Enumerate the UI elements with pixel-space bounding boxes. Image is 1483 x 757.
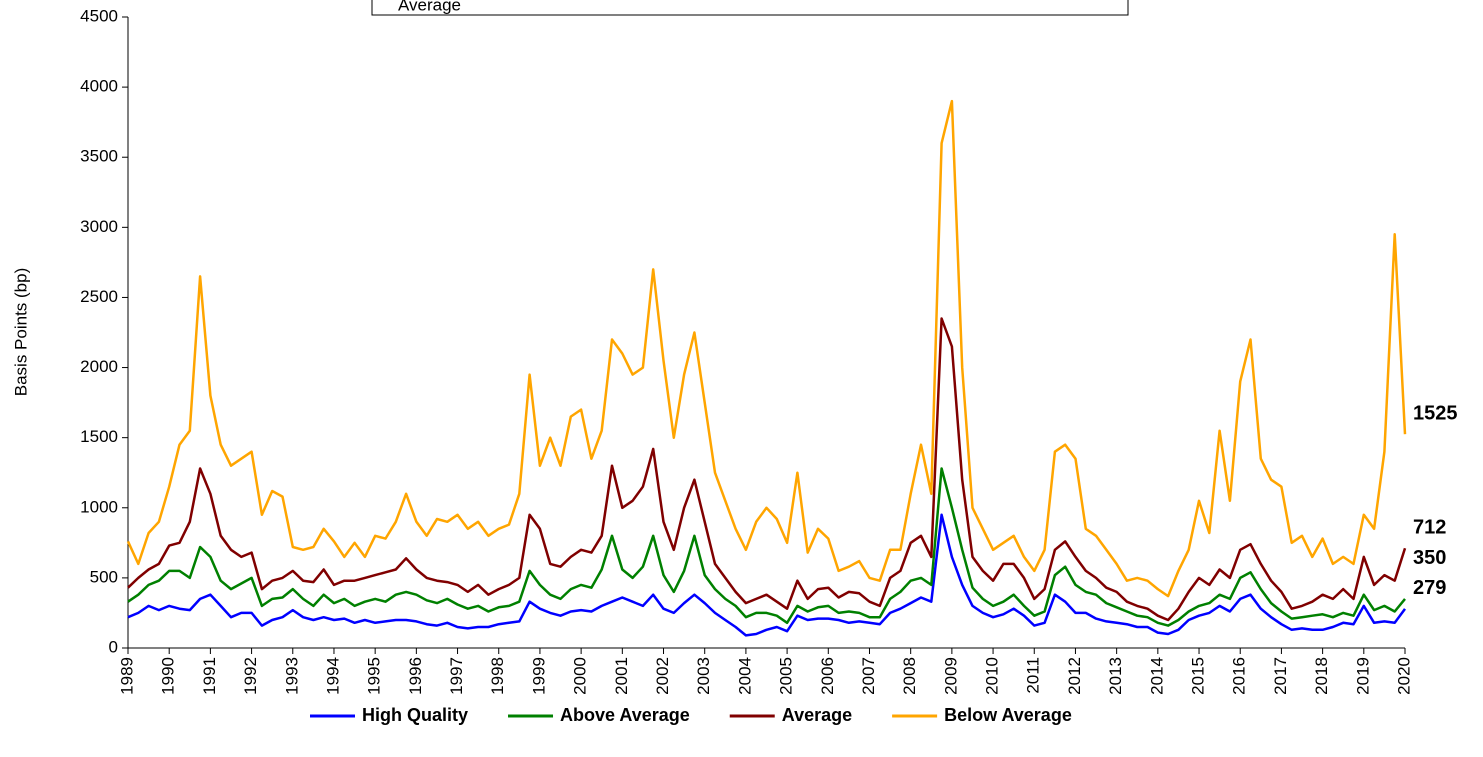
series-line — [127, 513, 1407, 637]
y-tick-label: 0 — [109, 637, 118, 656]
end-value-label: 279 — [1413, 577, 1446, 599]
y-tick-label: 4000 — [80, 77, 118, 96]
y-tick-label: 3500 — [80, 147, 118, 166]
x-tick-label: 2017 — [1271, 657, 1290, 695]
end-value-label: 1525 — [1413, 402, 1458, 424]
series-line — [127, 467, 1406, 627]
legend: High Quality Above Average Average Below Av… — [310, 705, 1072, 725]
y-axis-label: Basis Points (bp) — [11, 268, 30, 397]
y-tick-label: 1500 — [80, 427, 118, 446]
x-tick-label: 2000 — [571, 657, 590, 695]
x-tick-label: 2020 — [1394, 657, 1413, 695]
x-tick-label: 1992 — [241, 657, 260, 695]
x-tick-label: 1993 — [282, 657, 301, 695]
x-tick-label: 2006 — [818, 657, 837, 695]
y-tick-label: 2000 — [80, 357, 118, 376]
y-tick-label: 3000 — [80, 217, 118, 236]
x-tick-label: 2008 — [900, 657, 919, 695]
x-tick-label: 1998 — [488, 657, 507, 695]
x-tick-label: 1997 — [447, 657, 466, 695]
y-tick-label: 1000 — [80, 497, 118, 516]
x-tick-label: 2001 — [612, 657, 631, 695]
x-tick-label: 1989 — [117, 657, 136, 695]
x-tick-label: 1990 — [159, 657, 178, 695]
x-tick-label: 2005 — [777, 657, 796, 695]
x-tick-label: 1995 — [365, 657, 384, 695]
x-tick-label: 1991 — [200, 657, 219, 695]
x-tick-label: 2012 — [1065, 657, 1084, 695]
x-tick-label: 2002 — [653, 657, 672, 695]
x-tick-label: 1996 — [406, 657, 425, 695]
legend-label: Below Average — [944, 705, 1072, 725]
x-tick-label: 1999 — [529, 657, 548, 695]
annotation: Average — [398, 0, 461, 14]
end-value-label: 350 — [1413, 547, 1446, 569]
legend-label: High Quality — [362, 705, 468, 725]
x-tick-label: 2019 — [1353, 657, 1372, 695]
legend-label: Above Average — [560, 705, 690, 725]
x-tick-label: 2009 — [941, 657, 960, 695]
x-tick-label: 2014 — [1147, 657, 1166, 695]
legend-label: Average — [782, 705, 852, 725]
x-tick-label: 2003 — [694, 657, 713, 695]
x-tick-label: 2015 — [1189, 657, 1208, 695]
annotation-box — [371, 0, 1129, 16]
x-tick-label: 2013 — [1106, 657, 1125, 695]
x-tick-label: 2004 — [735, 657, 754, 695]
x-tick-label: 1994 — [323, 657, 342, 695]
x-tick-label: 2010 — [983, 657, 1002, 695]
y-tick-label: 500 — [90, 567, 118, 586]
x-tick-label: 2018 — [1312, 657, 1331, 695]
x-tick-label: 2016 — [1230, 657, 1249, 695]
x-tick-label: 2007 — [859, 657, 878, 695]
end-value-label: 712 — [1413, 516, 1446, 538]
y-tick-label: 4500 — [80, 6, 118, 25]
y-tick-label: 2500 — [80, 287, 118, 306]
series-line — [127, 317, 1407, 622]
x-tick-label: 2011 — [1024, 657, 1043, 694]
series-line — [126, 99, 1407, 598]
